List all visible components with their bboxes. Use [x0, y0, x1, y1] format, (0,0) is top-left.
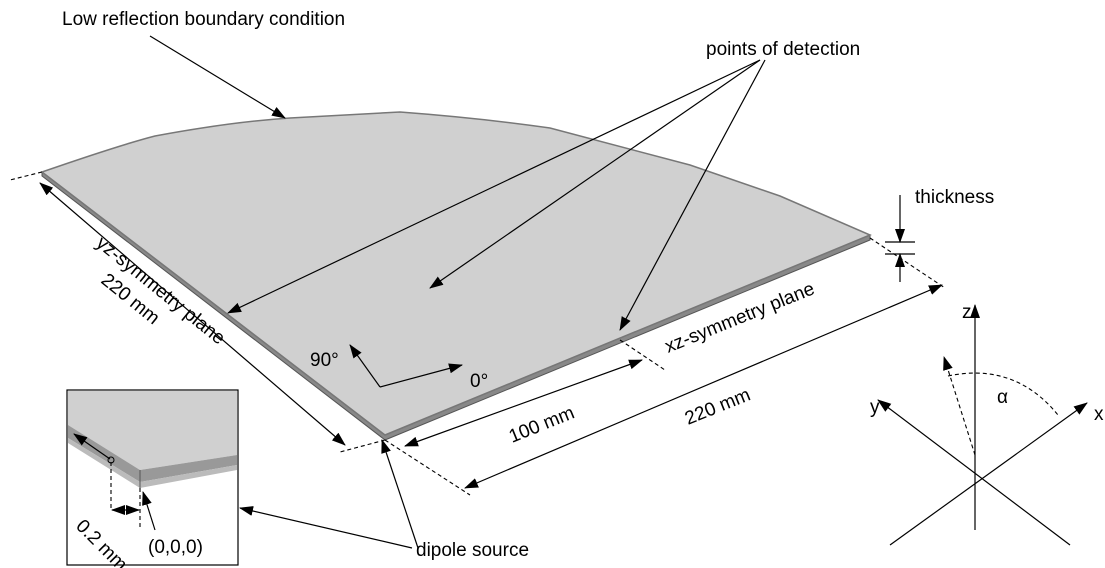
- boundary-label: Low reflection boundary condition: [62, 9, 345, 30]
- alpha-label: α: [997, 387, 1008, 408]
- angle-0-label: 0°: [470, 371, 488, 392]
- axis-y-label: y: [870, 397, 880, 418]
- origin-label: (0,0,0): [148, 537, 203, 558]
- length-100-label: 100 mm: [506, 402, 578, 447]
- thickness-label: thickness: [915, 187, 994, 208]
- axis-x-label: x: [1094, 404, 1104, 425]
- angle-90-label: 90°: [310, 350, 339, 371]
- axis-z-label: z: [962, 302, 972, 323]
- annotation-lines: [9, 35, 1088, 549]
- inset: [66, 389, 239, 566]
- detection-label: points of detection: [706, 39, 860, 60]
- source-label: dipole source: [416, 540, 529, 561]
